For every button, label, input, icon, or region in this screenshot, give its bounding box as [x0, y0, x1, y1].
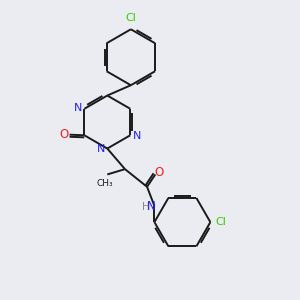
Text: N: N — [133, 131, 141, 141]
Text: CH₃: CH₃ — [97, 179, 113, 188]
Text: O: O — [59, 128, 68, 141]
Text: H: H — [142, 202, 149, 212]
Text: Cl: Cl — [125, 14, 136, 23]
Text: N: N — [74, 103, 82, 113]
Text: N: N — [147, 200, 156, 213]
Text: O: O — [154, 166, 164, 178]
Text: Cl: Cl — [216, 217, 226, 227]
Text: N: N — [97, 144, 105, 154]
